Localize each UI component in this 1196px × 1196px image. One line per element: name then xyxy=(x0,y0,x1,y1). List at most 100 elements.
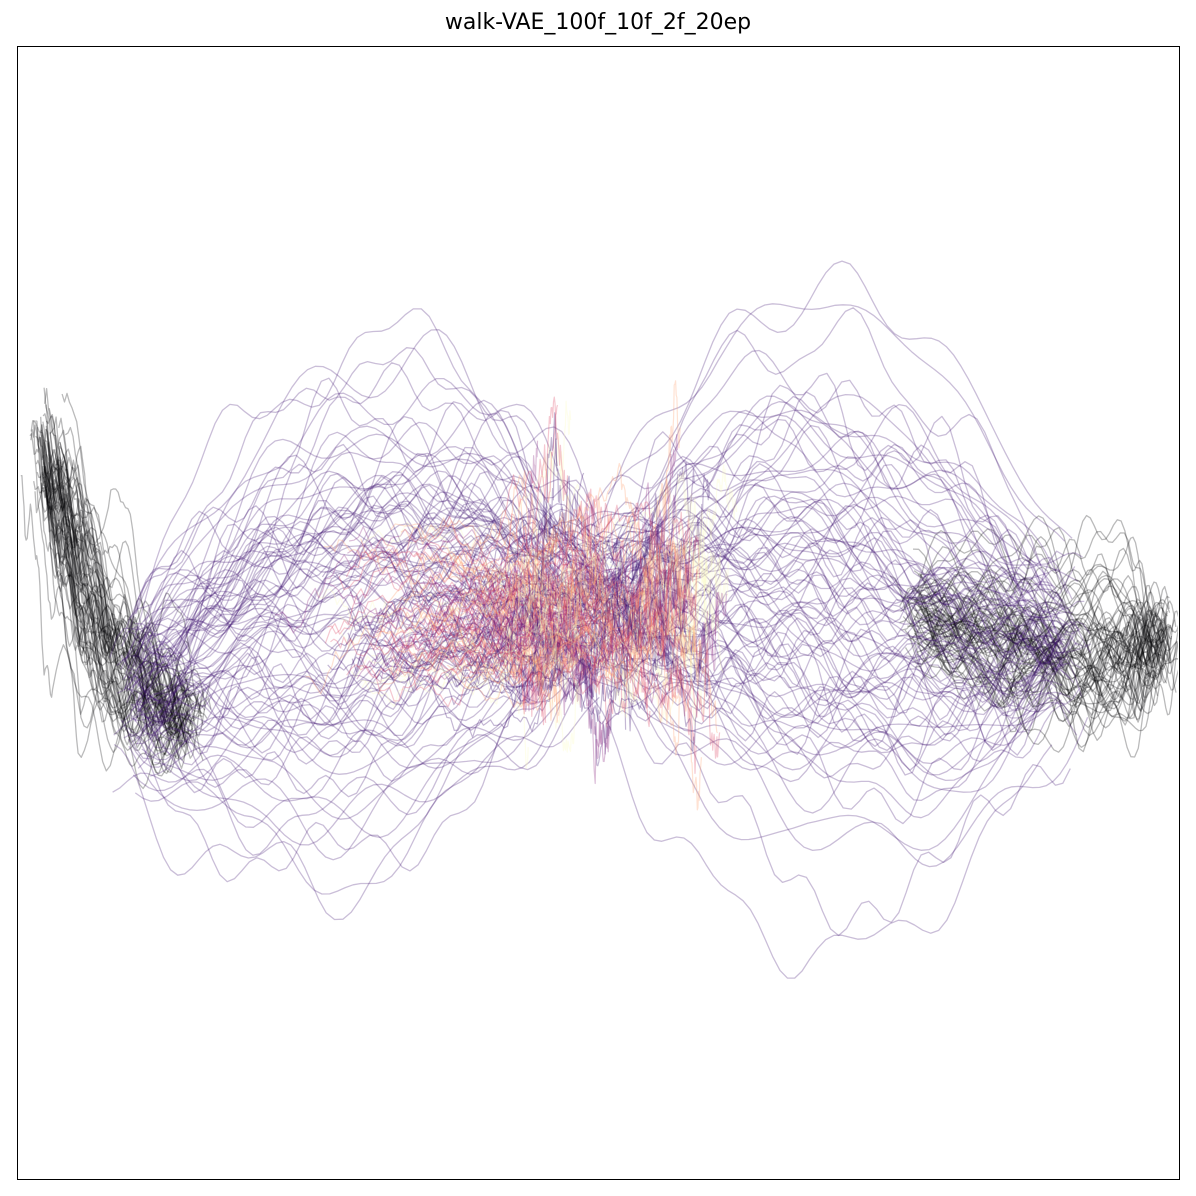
trajectory-line xyxy=(390,462,645,566)
trajectory-line xyxy=(113,634,579,749)
trajectory-line xyxy=(152,549,617,677)
trajectory-line xyxy=(140,609,606,723)
trajectory-line xyxy=(910,599,1161,666)
trajectory-line xyxy=(904,595,1155,704)
trajectory-line xyxy=(598,610,1064,732)
trajectory-line xyxy=(506,478,686,670)
trajectory-line xyxy=(47,470,194,733)
trajectory-line xyxy=(363,521,580,703)
trajectory-line xyxy=(64,426,211,760)
trajectory-line xyxy=(137,470,603,659)
trajectory-line xyxy=(55,459,202,726)
trajectory-line xyxy=(390,488,592,680)
trajectory-line xyxy=(586,676,1052,851)
trajectory-line xyxy=(899,587,1150,670)
trajectory-line xyxy=(368,650,594,738)
trajectory-line xyxy=(597,658,1062,756)
trajectory-line xyxy=(132,569,598,718)
trajectory-line xyxy=(56,456,203,723)
trajectory-line xyxy=(145,532,611,698)
trajectory-line xyxy=(460,530,653,632)
trajectory-line xyxy=(143,582,610,755)
trajectory-line xyxy=(347,543,558,712)
trajectory-line xyxy=(914,614,1165,748)
trajectory-line xyxy=(497,545,671,667)
trajectory-line xyxy=(321,570,529,705)
trajectory-line xyxy=(305,563,539,695)
trajectory-line xyxy=(610,456,1076,634)
trajectory-line xyxy=(36,466,183,777)
trajectory-line xyxy=(907,589,1158,696)
trajectory-line xyxy=(569,624,1035,729)
trajectory-line xyxy=(376,544,597,713)
trajectory-line xyxy=(607,260,1073,539)
trajectory-line xyxy=(153,475,619,669)
trajectory-line xyxy=(30,420,177,709)
trajectory-line xyxy=(124,605,590,755)
trajectory-line xyxy=(383,529,593,665)
trajectory-line xyxy=(48,449,195,729)
trajectory-line xyxy=(412,575,645,702)
trajectory-line xyxy=(121,549,587,723)
trajectory-line xyxy=(360,538,545,682)
trajectory-line xyxy=(345,404,559,579)
trajectory-line xyxy=(913,526,1165,631)
trajectory-line xyxy=(446,560,657,626)
trajectory-line xyxy=(889,575,1141,665)
trajectory-line xyxy=(43,428,190,735)
trajectory-line xyxy=(489,559,708,663)
trajectory-line xyxy=(599,594,1065,713)
trajectory-line xyxy=(599,372,1065,602)
trajectory-line xyxy=(478,493,666,662)
trajectory-line xyxy=(492,614,685,704)
trajectory-line xyxy=(913,607,1165,707)
trajectory-line xyxy=(599,482,1065,647)
trajectory-line xyxy=(120,475,586,672)
trajectory-line xyxy=(136,534,602,712)
trajectory-line xyxy=(576,349,1042,566)
trajectory-line xyxy=(389,571,626,685)
trajectory-line xyxy=(42,442,190,761)
trajectory-line xyxy=(373,580,547,690)
trajectory-line xyxy=(523,605,696,686)
trajectory-line xyxy=(537,529,688,636)
trajectory-line xyxy=(416,536,617,695)
trajectory-line xyxy=(906,595,1158,753)
trajectory-line xyxy=(468,586,652,673)
trajectory-line xyxy=(422,580,585,672)
trajectory-line xyxy=(45,429,192,699)
trajectory-line xyxy=(612,575,1078,697)
trajectory-line xyxy=(920,608,1171,721)
trajectory-line xyxy=(919,573,1171,645)
trajectory-line xyxy=(41,424,188,724)
trajectory-line xyxy=(128,558,593,701)
trajectory-line xyxy=(449,589,636,719)
trajectory-line xyxy=(42,413,189,724)
trajectory-line xyxy=(109,476,574,658)
trajectory-line xyxy=(134,458,600,668)
trajectory-line xyxy=(608,591,1075,751)
trajectory-line xyxy=(516,501,693,585)
trajectory-line xyxy=(360,602,614,672)
trajectory-line xyxy=(441,626,644,705)
trajectory-line xyxy=(330,603,560,664)
trajectory-line xyxy=(920,626,1172,758)
trajectory-line xyxy=(40,416,187,756)
trajectory-line xyxy=(510,538,724,674)
trajectory-line xyxy=(481,380,681,625)
trajectory-line xyxy=(914,596,1165,649)
trajectory-line xyxy=(375,638,565,708)
trajectory-line xyxy=(371,548,593,675)
trajectory-line xyxy=(594,533,1060,633)
trajectory-line xyxy=(391,546,595,662)
trajectory-line xyxy=(514,603,662,694)
trajectory-line xyxy=(485,556,709,654)
trajectory-line xyxy=(405,444,609,600)
trajectory-line xyxy=(121,504,587,666)
trajectory-line xyxy=(598,518,1063,654)
trajectory-line xyxy=(44,460,191,729)
trajectory-line xyxy=(625,571,1091,665)
trajectory-line xyxy=(420,412,585,594)
trajectory-line xyxy=(454,570,649,713)
trajectory-line xyxy=(133,415,598,667)
